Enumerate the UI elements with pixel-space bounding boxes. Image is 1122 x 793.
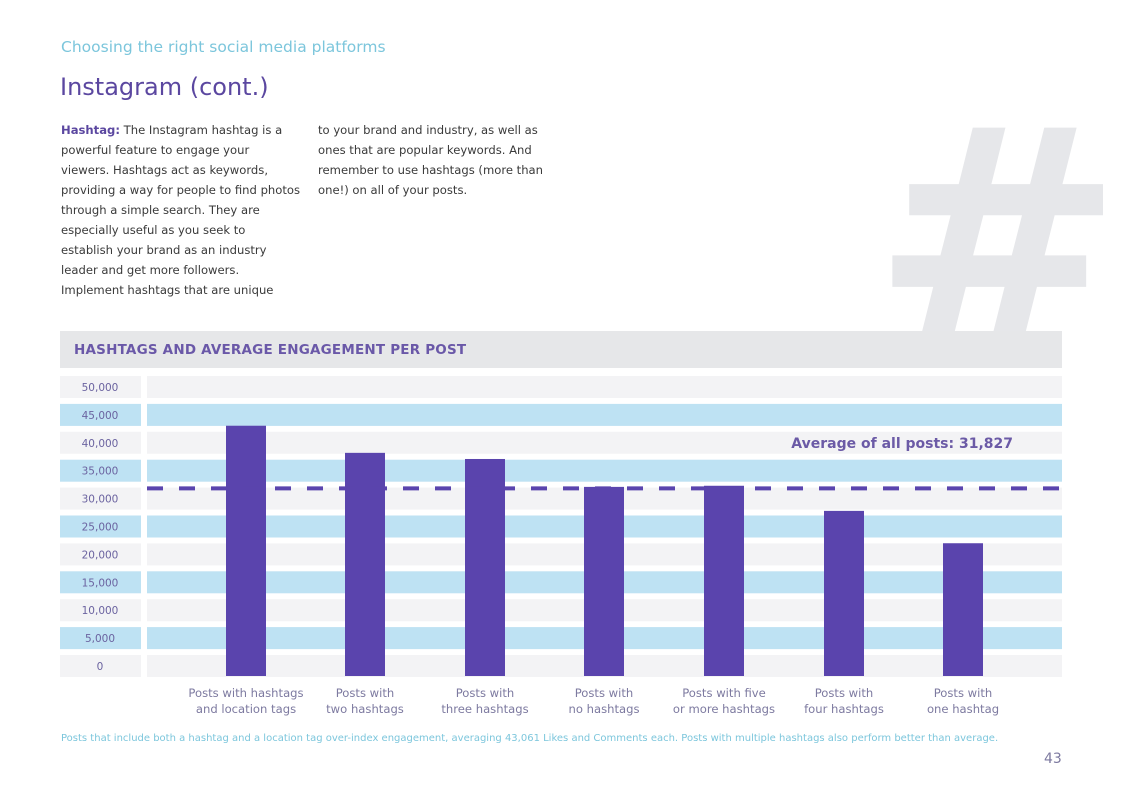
y-tick-band (60, 571, 141, 594)
x-category-label-line: two hashtags (326, 701, 404, 716)
x-category-label-line: no hashtags (568, 701, 640, 716)
x-category-label-line: or more hashtags (672, 701, 776, 716)
y-tick-band (60, 655, 141, 677)
body-text-1: The Instagram hashtag is a powerful feat… (61, 123, 301, 297)
body-column-1: Hashtag: The Instagram hashtag is a powe… (61, 120, 301, 300)
y-tick-label: 5,000 (85, 633, 115, 645)
y-tick-band (60, 515, 141, 538)
y-tick-label: 50,000 (82, 382, 119, 394)
y-tick-label: 40,000 (82, 438, 119, 450)
x-category-label-line: Posts with (814, 686, 874, 700)
x-category-label-line: Posts with five (682, 686, 766, 700)
y-tick-band (60, 543, 141, 566)
y-tick-band (60, 376, 141, 398)
y-tick-band (60, 487, 141, 510)
y-tick-band (60, 403, 141, 426)
bar (943, 543, 983, 676)
x-category-label: Posts with three hashtags (420, 686, 550, 717)
chart-title-band (60, 331, 1062, 368)
grid-band (147, 403, 1062, 426)
x-category-label-line: Posts with (574, 686, 634, 700)
bar (226, 425, 266, 676)
x-category-label-line: Posts with hashtags (188, 686, 304, 700)
x-category-label-line: Posts with (933, 686, 993, 700)
x-category-label: Posts with five or more hashtags (659, 686, 789, 717)
footnote: Posts that include both a hashtag and a … (61, 733, 999, 744)
x-category-label-line: one hashtag (926, 701, 1000, 716)
x-category-label: Posts with four hashtags (779, 686, 909, 717)
y-tick-band (60, 459, 141, 482)
x-category-label-line: Posts with (455, 686, 515, 700)
x-category-label-line: three hashtags (441, 701, 529, 716)
x-category-label-line: four hashtags (804, 701, 884, 716)
y-tick-label: 25,000 (82, 522, 119, 534)
y-tick-label: 10,000 (82, 605, 119, 617)
y-tick-label: 0 (97, 661, 104, 673)
section-heading: Choosing the right social media platform… (61, 38, 386, 56)
y-tick-label: 15,000 (82, 577, 119, 589)
grid-band (147, 431, 1062, 454)
y-tick-band (60, 599, 141, 622)
average-label: Average of all posts: 31,827 (791, 436, 1013, 452)
x-category-label-line: and location tags (195, 701, 297, 716)
chart-title: HASHTAGS AND AVERAGE ENGAGEMENT PER POST (74, 342, 467, 358)
body-column-2: to your brand and industry, as well as o… (318, 123, 544, 197)
x-category-label: Posts with two hashtags (300, 686, 430, 717)
y-tick-label: 45,000 (82, 410, 119, 422)
lead-term: Hashtag: (61, 123, 120, 137)
grid-band (147, 376, 1062, 398)
bar-chart: 50,000 45,000 40,000 35,000 30,000 25,000 20,0… (60, 376, 1062, 677)
x-category-label: Posts with hashtags and location tags (181, 686, 311, 717)
bar (824, 510, 864, 676)
x-category-label: Posts with one hashtag (898, 686, 1028, 717)
y-tick-label: 35,000 (82, 466, 119, 478)
bar (465, 458, 505, 676)
page-number: 43 (1044, 751, 1062, 767)
y-tick-label: 20,000 (82, 549, 119, 561)
bar (345, 452, 385, 676)
grid-band (147, 459, 1062, 482)
y-tick-label: 30,000 (82, 494, 119, 506)
bar (704, 485, 744, 676)
bar (584, 486, 624, 676)
page-title: Instagram (cont.) (60, 73, 269, 101)
x-category-label: Posts with no hashtags (539, 686, 669, 717)
x-category-label-line: Posts with (335, 686, 395, 700)
y-tick-band (60, 431, 141, 454)
y-tick-band (60, 627, 141, 650)
